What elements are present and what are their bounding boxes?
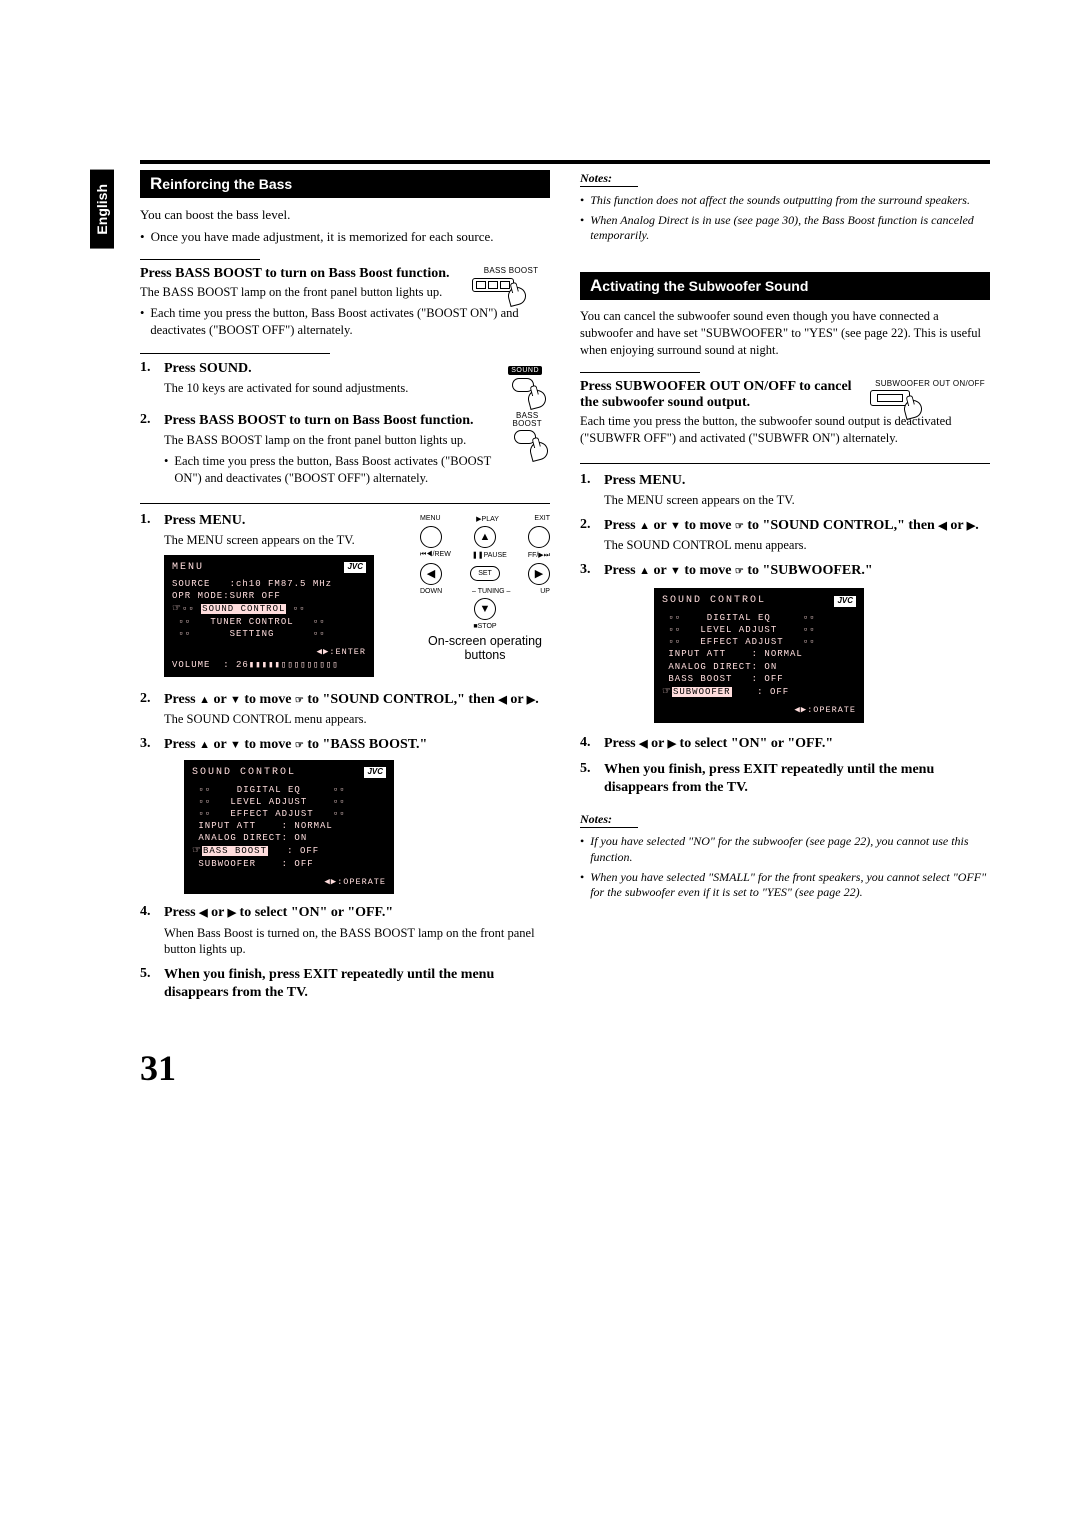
step-2: 2. BASS BOOST Press BASS BOOST to turn o… [140,412,550,487]
subwoofer-intro: You can cancel the subwoofer sound even … [580,308,990,359]
step-1: 1. SOUND Press SOUND. The 10 keys are ac… [140,360,550,402]
menu-step-2: 2. Press ▲ or ▼ to move ☞ to "SOUND CONT… [140,691,550,728]
page-number: 31 [140,1047,990,1089]
left-column: Reinforcing the Bass You can boost the b… [140,170,550,1007]
sub-step-5: 5. When you finish, press EXIT repeatedl… [580,761,990,797]
note-2: When Analog Direct is in use (see page 3… [580,213,990,244]
sub-step-1: 1. Press MENU. The MENU screen appears o… [580,472,990,509]
osd-sound-control-bass: SOUND CONTROLJVC ▫▫ DIGITAL EQ ▫▫ ▫▫ LEV… [184,760,394,894]
notes-heading-2: Notes: [580,812,638,828]
bass-boost-bullet: Each time you press the button, Bass Boo… [140,305,550,339]
language-tab: English [90,170,114,249]
sound-button-icon: SOUND [508,360,542,398]
note-3: If you have selected "NO" for the subwoo… [580,834,990,865]
section-header-bass: Reinforcing the Bass [140,170,550,198]
divider [140,353,330,354]
right-column: Notes: This function does not affect the… [580,170,990,1007]
section-header-subwoofer: Activating the Subwoofer Sound [580,272,990,300]
sub-step-3: 3. Press ▲ or ▼ to move ☞ to "SUBWOOFER.… [580,562,990,731]
divider [580,463,990,464]
intro-text: You can boost the bass level. [140,206,550,224]
notes-heading: Notes: [580,171,638,187]
divider [140,259,260,260]
note-1: This function does not affect the sounds… [580,193,990,209]
menu-step-1: 1. Press MENU. The MENU screen appears o… [140,512,550,683]
menu-step-5: 5. When you finish, press EXIT repeatedl… [140,966,550,1002]
sub-step-2: 2. Press ▲ or ▼ to move ☞ to "SOUND CONT… [580,517,990,554]
press-subwoofer-desc: Each time you press the button, the subw… [580,413,990,447]
note-4: When you have selected "SMALL" for the f… [580,870,990,901]
divider [140,503,550,504]
bass-boost-button-icon: BASS BOOST [472,266,550,293]
top-rule [140,160,990,164]
intro-bullet: Once you have made adjustment, it is mem… [140,228,550,246]
remote-buttons-diagram: MENU▶PLAYEXIT ▲ ⏮◀/REW❚❚PAUSEFF/▶⏭ ◀SET▶… [420,512,550,662]
sub-step-4: 4. Press ◀ or ▶ to select "ON" or "OFF." [580,735,990,753]
osd-menu-screen: MENUJVC SOURCE :ch10 FM87.5 MHz OPR MODE… [164,555,374,677]
subwoofer-button-icon: SUBWOOFER OUT ON/OFF [870,379,990,406]
menu-step-3: 3. Press ▲ or ▼ to move ☞ to "BASS BOOST… [140,736,550,901]
menu-step-4: 4. Press ◀ or ▶ to select "ON" or "OFF."… [140,904,550,958]
osd-sound-control-sub: SOUND CONTROLJVC ▫▫ DIGITAL EQ ▫▫ ▫▫ LEV… [654,588,864,722]
divider [580,372,700,373]
bass-boost-remote-icon: BASS BOOST [512,412,542,450]
